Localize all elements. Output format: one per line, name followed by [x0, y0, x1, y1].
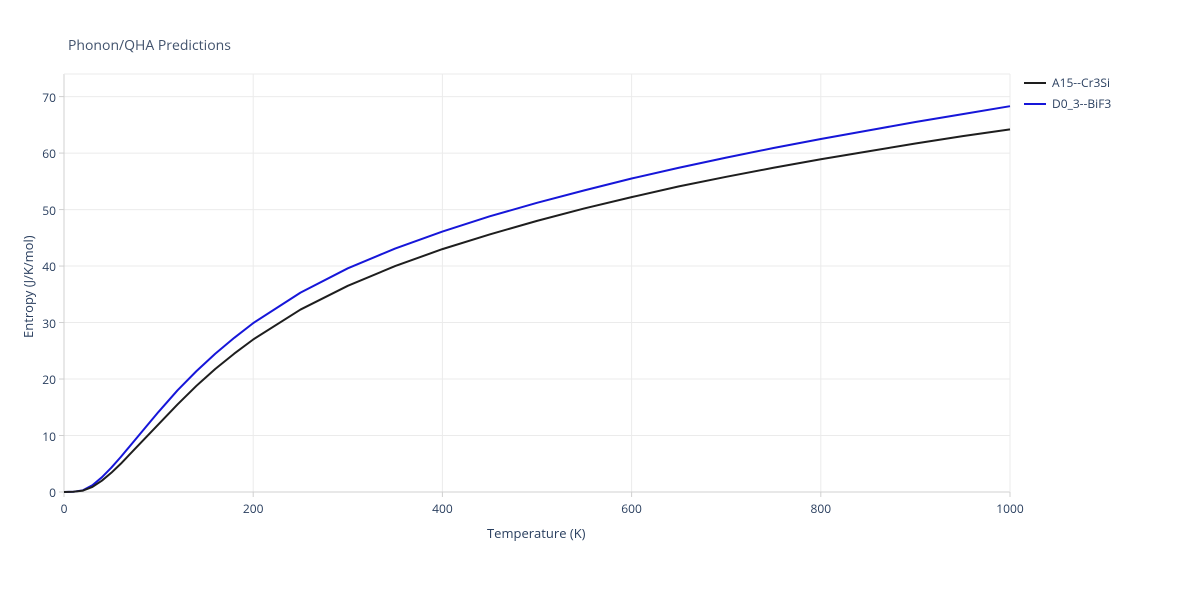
legend-label: A15--Cr3Si	[1052, 74, 1110, 91]
y-tick-label: 60	[26, 145, 56, 162]
legend-label: D0_3--BiF3	[1052, 95, 1111, 112]
y-tick-label: 50	[26, 202, 56, 219]
y-tick-label: 0	[26, 484, 56, 501]
legend: A15--Cr3Si D0_3--BiF3	[1024, 74, 1111, 116]
y-tick-label: 20	[26, 371, 56, 388]
y-tick-label: 70	[26, 89, 56, 106]
y-tick-label: 10	[26, 428, 56, 445]
x-tick-label: 800	[811, 500, 832, 517]
y-tick-label: 30	[26, 315, 56, 332]
y-tick-label: 40	[26, 258, 56, 275]
x-tick-label: 600	[621, 500, 642, 517]
legend-swatch	[1024, 82, 1046, 84]
legend-swatch	[1024, 103, 1046, 105]
x-tick-label: 200	[243, 500, 264, 517]
x-tick-label: 400	[432, 500, 453, 517]
legend-item[interactable]: D0_3--BiF3	[1024, 95, 1111, 112]
series-line	[64, 106, 1010, 492]
legend-item[interactable]: A15--Cr3Si	[1024, 74, 1111, 91]
x-tick-label: 1000	[996, 500, 1023, 517]
series-line	[64, 129, 1010, 492]
x-tick-label: 0	[61, 500, 68, 517]
